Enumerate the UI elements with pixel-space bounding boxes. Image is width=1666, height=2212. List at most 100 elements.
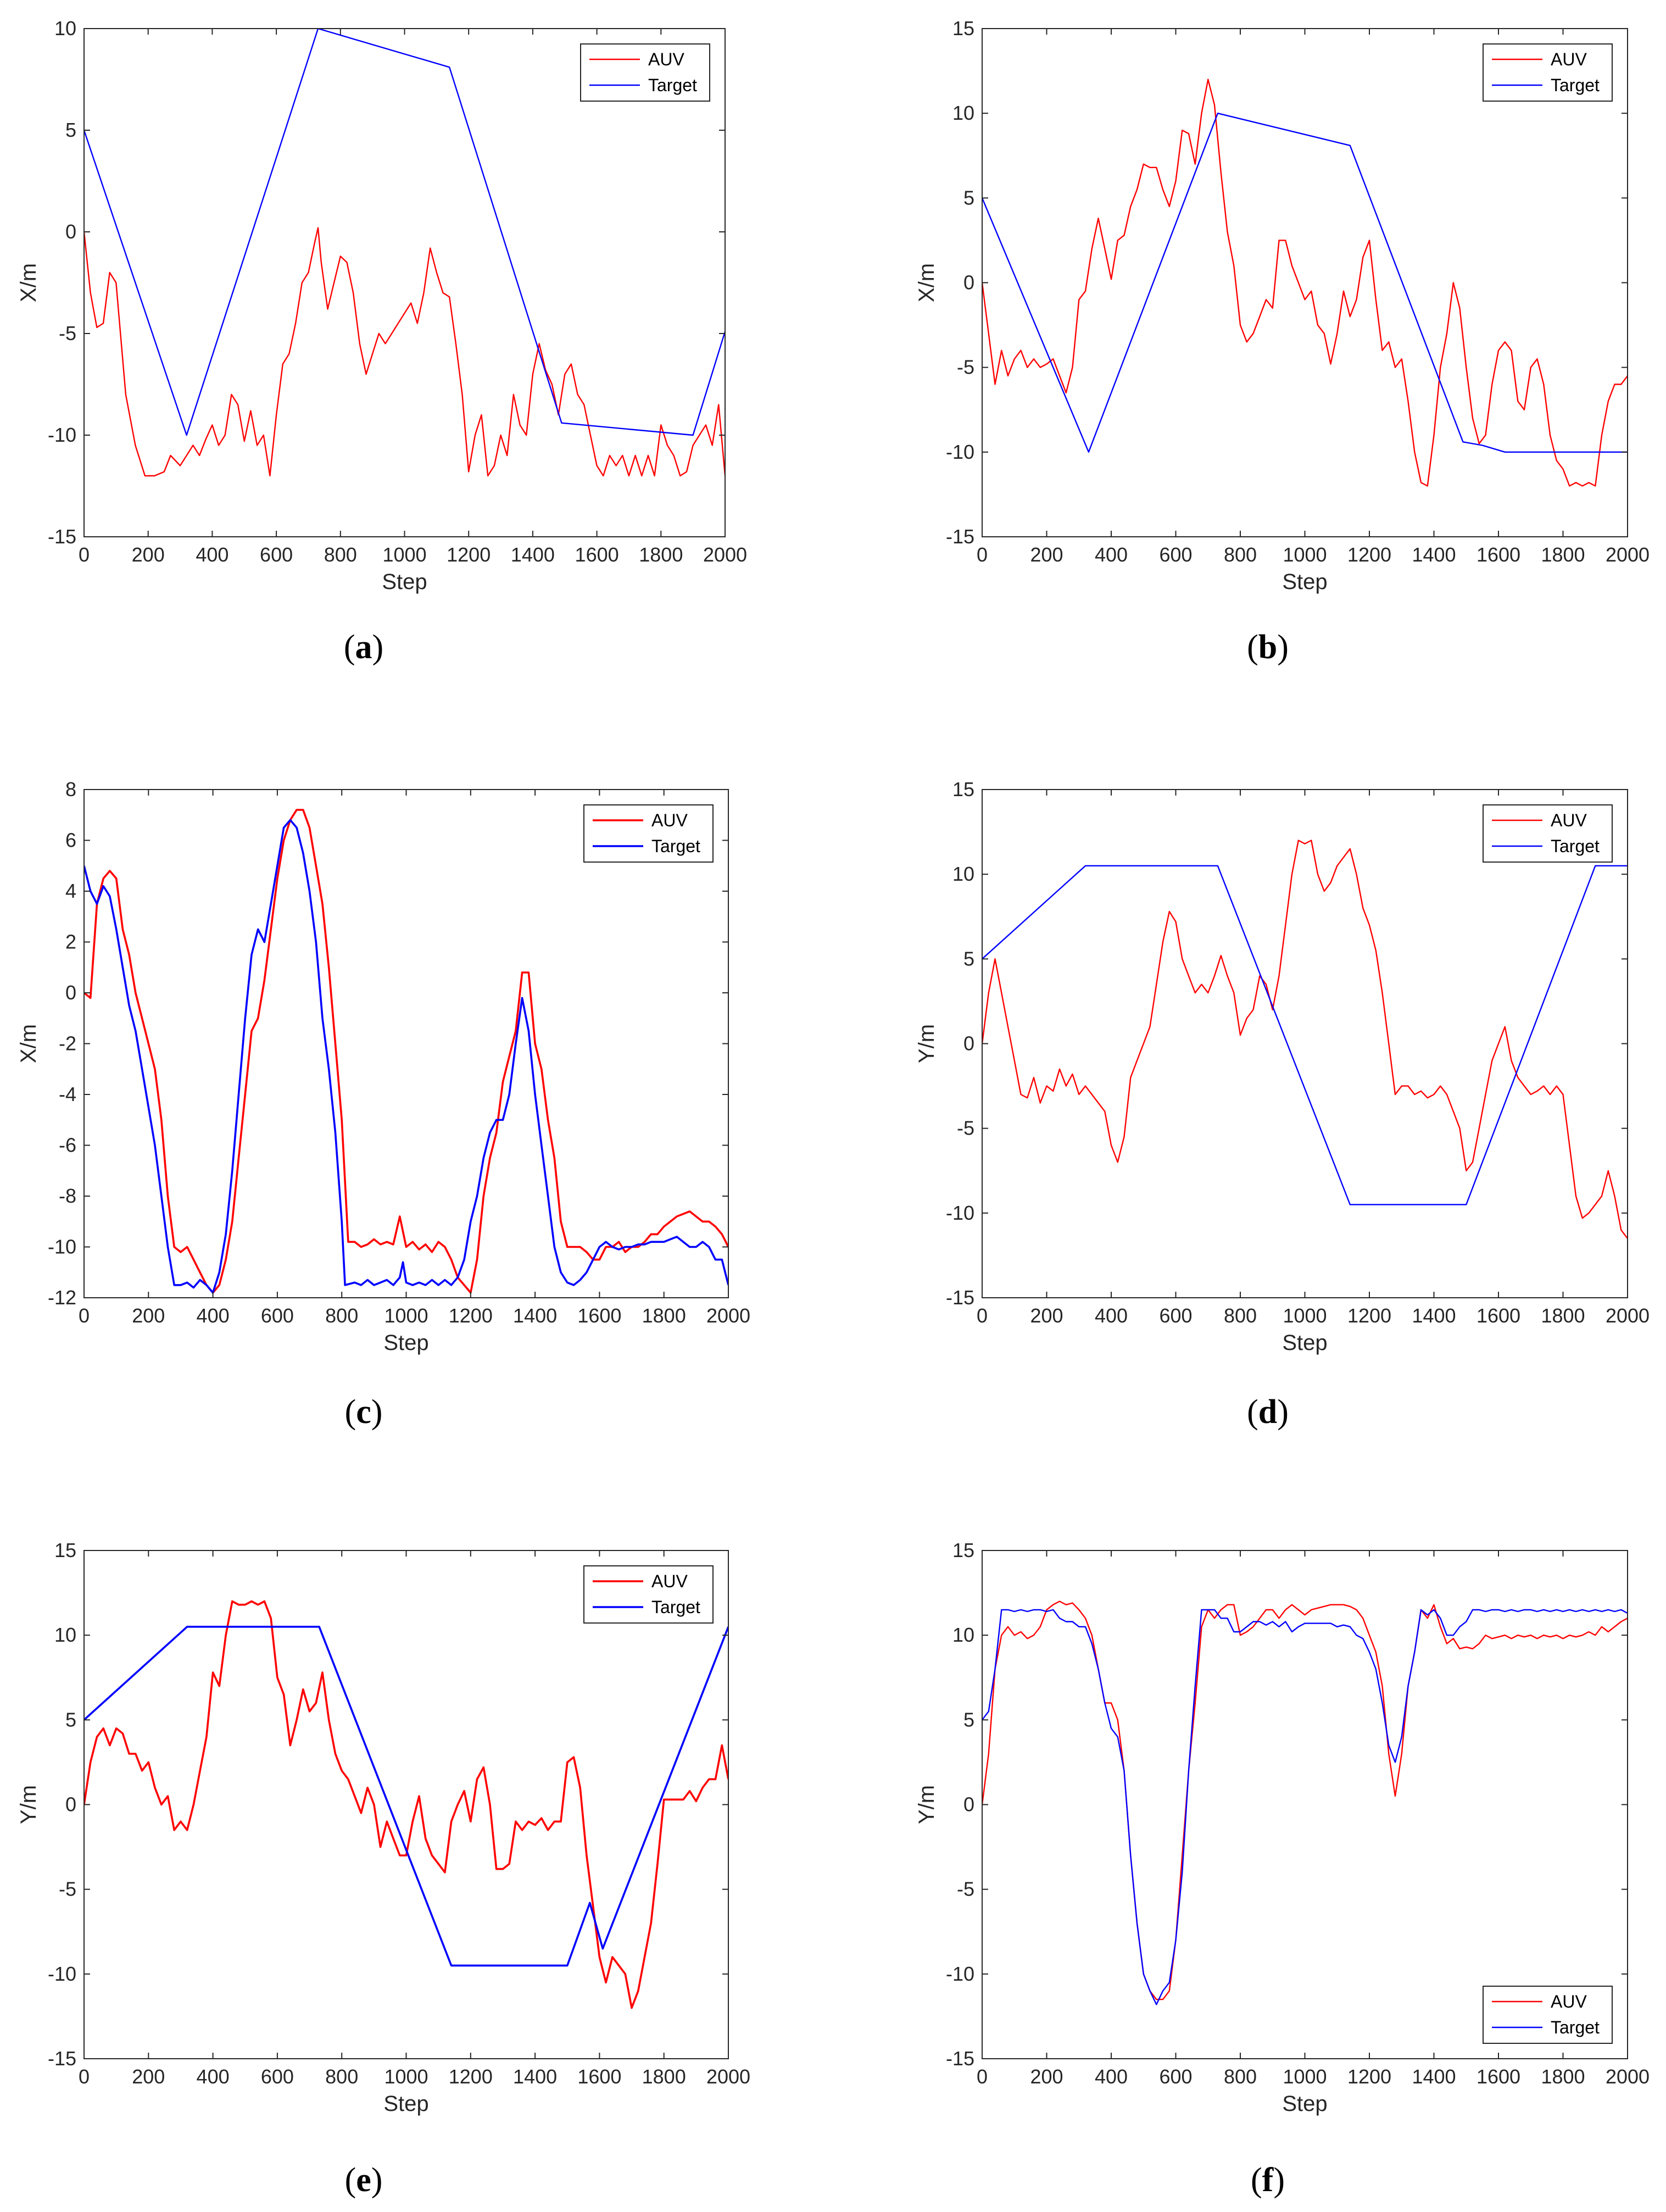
plot-area <box>982 29 1628 537</box>
x-tick-label: 600 <box>1159 543 1192 566</box>
y-tick-label: 0 <box>65 1793 76 1816</box>
legend: AUV Target <box>1483 43 1613 102</box>
y-tick-label: 0 <box>963 271 974 294</box>
panel-caption: (c) <box>345 1393 383 1431</box>
y-tick-label: 10 <box>952 102 974 124</box>
legend-label-auv: AUV <box>651 810 688 830</box>
y-tick-label: 0 <box>963 1032 974 1055</box>
y-axis-label: X/m <box>915 263 939 302</box>
y-tick-label: -5 <box>957 1878 974 1900</box>
x-tick-label: 1600 <box>1476 1304 1520 1327</box>
y-axis-label: Y/m <box>16 1785 41 1824</box>
legend-box <box>1483 1986 1613 2044</box>
x-tick-label: 0 <box>977 2065 988 2088</box>
y-axis-label: Y/m <box>915 1785 939 1824</box>
x-tick-label: 1000 <box>384 2065 428 2088</box>
legend-label-target: Target <box>1551 2018 1600 2037</box>
series-line-target <box>982 865 1628 1205</box>
y-tick-label: 10 <box>54 17 76 40</box>
y-axis-label: Y/m <box>915 1024 939 1063</box>
legend-box <box>1483 804 1613 863</box>
series-line-auv <box>84 227 725 477</box>
y-tick-label: -15 <box>946 2047 974 2070</box>
x-tick-label: 200 <box>132 2065 165 2088</box>
y-tick-label: -10 <box>48 1236 76 1258</box>
x-axis-label: Step <box>383 1331 428 1355</box>
x-tick-label: 800 <box>325 2065 358 2088</box>
x-tick-label: 0 <box>79 2065 90 2088</box>
legend-label-target: Target <box>1551 75 1600 95</box>
x-tick-label: 800 <box>325 1304 358 1327</box>
legend-box <box>583 1565 714 1624</box>
series-line-auv <box>982 840 1628 1239</box>
x-tick-label: 400 <box>1095 2065 1128 2088</box>
x-tick-label: 800 <box>1224 2065 1257 2088</box>
y-tick-label: -2 <box>59 1032 76 1055</box>
y-tick-label: -10 <box>946 1963 974 1985</box>
x-tick-label: 200 <box>132 1304 165 1327</box>
y-tick-label: -5 <box>59 1878 76 1900</box>
x-tick-label: 1400 <box>1412 1304 1456 1327</box>
x-tick-label: 1600 <box>575 543 619 566</box>
y-axis-label: X/m <box>16 1024 41 1063</box>
x-axis-label: Step <box>1282 2092 1327 2116</box>
y-tick-label: 15 <box>952 778 974 801</box>
x-tick-label: 1400 <box>513 1304 557 1327</box>
panel-caption: (f) <box>1251 2161 1285 2199</box>
series-line-target <box>84 1626 728 1967</box>
x-tick-label: 800 <box>1224 1304 1257 1327</box>
y-tick-label: 0 <box>65 220 76 243</box>
x-axis-label: Step <box>1282 570 1327 594</box>
x-axis-label: Step <box>1282 1331 1327 1355</box>
panel-caption: (a) <box>344 629 383 666</box>
x-tick-label: 200 <box>1030 2065 1063 2088</box>
y-tick-label: -15 <box>946 1286 974 1309</box>
panel-caption: (e) <box>345 2161 383 2199</box>
x-tick-label: 1600 <box>577 1304 621 1327</box>
x-tick-label: 600 <box>260 543 293 566</box>
y-tick-label: -5 <box>957 356 974 379</box>
panel-caption: (b) <box>1247 629 1289 666</box>
legend-box <box>580 43 710 102</box>
x-axis-label: Step <box>383 2092 428 2116</box>
plot-area <box>84 29 725 537</box>
x-tick-label: 1200 <box>449 1304 493 1327</box>
chart-panel-a: 0 200 400 600 800 1000 1200 1400 1600 1800 2000 -15… <box>16 17 747 666</box>
y-tick-label: 2 <box>65 931 76 953</box>
chart-panel-d: 0 200 400 600 800 1000 1200 1400 1600 1800 2000 -15… <box>915 778 1650 1431</box>
legend: AUV Target <box>583 804 714 863</box>
y-tick-label: 0 <box>963 1793 974 1816</box>
series-line-target <box>84 819 728 1294</box>
x-tick-label: 400 <box>197 1304 230 1327</box>
y-tick-label: 8 <box>65 778 76 801</box>
panel-caption-letter: a <box>355 629 372 666</box>
x-tick-label: 1800 <box>1541 2065 1585 2088</box>
x-tick-label: 1200 <box>447 543 491 566</box>
legend-label-auv: AUV <box>1551 1992 1587 2011</box>
x-tick-label: 200 <box>1030 543 1063 566</box>
series-line-target <box>84 29 725 436</box>
y-tick-label: -10 <box>48 1963 76 1985</box>
x-tick-label: 2000 <box>1606 2065 1650 2088</box>
legend-label-target: Target <box>651 1597 700 1617</box>
legend-label-target: Target <box>651 836 700 856</box>
x-tick-label: 400 <box>1095 1304 1128 1327</box>
y-tick-label: 5 <box>65 119 76 141</box>
chart-panel-b: 0 200 400 600 800 1000 1200 1400 1600 1800 2000 -15… <box>915 17 1650 666</box>
x-tick-label: 1000 <box>1283 2065 1327 2088</box>
panel-caption-letter: d <box>1258 1393 1277 1431</box>
x-tick-label: 2000 <box>1606 543 1650 566</box>
y-tick-label: 15 <box>54 1539 76 1561</box>
y-tick-label: -10 <box>48 424 76 446</box>
legend-label-target: Target <box>648 75 697 95</box>
plot-area <box>84 1550 728 2059</box>
legend-label-target: Target <box>1551 836 1600 856</box>
legend-box <box>583 804 714 863</box>
plot-area <box>982 790 1628 1298</box>
y-tick-label: -4 <box>59 1083 76 1105</box>
y-tick-label: -12 <box>48 1286 76 1309</box>
x-tick-label: 1000 <box>1283 1304 1327 1327</box>
y-tick-label: -15 <box>946 525 974 548</box>
x-tick-label: 600 <box>1159 1304 1192 1327</box>
